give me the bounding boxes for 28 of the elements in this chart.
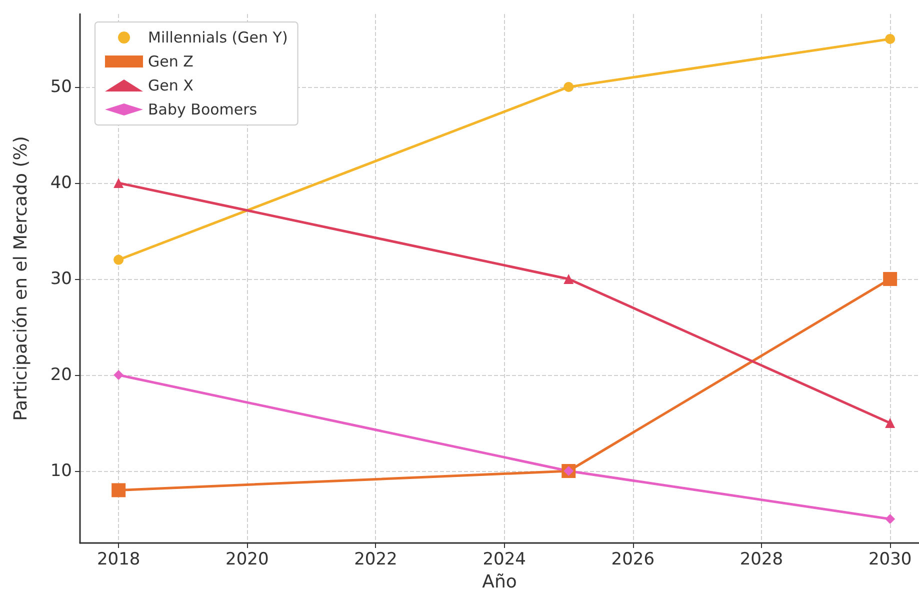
legend-label: Gen X — [148, 76, 194, 94]
y-tick-label: 10 — [50, 460, 72, 481]
x-tick-label: 2024 — [482, 550, 526, 570]
y-tick-label: 30 — [50, 268, 72, 289]
x-tick-label: 2026 — [611, 550, 655, 570]
point — [564, 274, 574, 284]
point — [114, 370, 124, 380]
x-tick-label: 2030 — [868, 550, 912, 570]
point — [564, 82, 574, 92]
point — [112, 483, 126, 498]
y-tick-label: 20 — [50, 364, 72, 385]
point — [114, 254, 124, 265]
y-axis-title: Participación en el Mercado (%) — [10, 136, 32, 421]
point — [883, 272, 898, 286]
point — [885, 514, 896, 524]
x-tick-label: 2022 — [354, 550, 398, 570]
y-tick-label: 40 — [50, 172, 72, 193]
point — [114, 178, 124, 188]
legend-label: Baby Boomers — [148, 100, 258, 118]
x-tick-label: 2018 — [96, 550, 140, 570]
point — [885, 34, 896, 44]
x-tick-label: 2020 — [226, 550, 269, 570]
legend-label: Gen Z — [148, 52, 194, 70]
point — [885, 418, 896, 428]
y-tick-label: 50 — [50, 76, 72, 97]
x-tick-label: 2028 — [740, 550, 784, 570]
legend-label: Millennials (Gen Y) — [148, 28, 288, 46]
x-axis-title: Año — [482, 572, 517, 592]
